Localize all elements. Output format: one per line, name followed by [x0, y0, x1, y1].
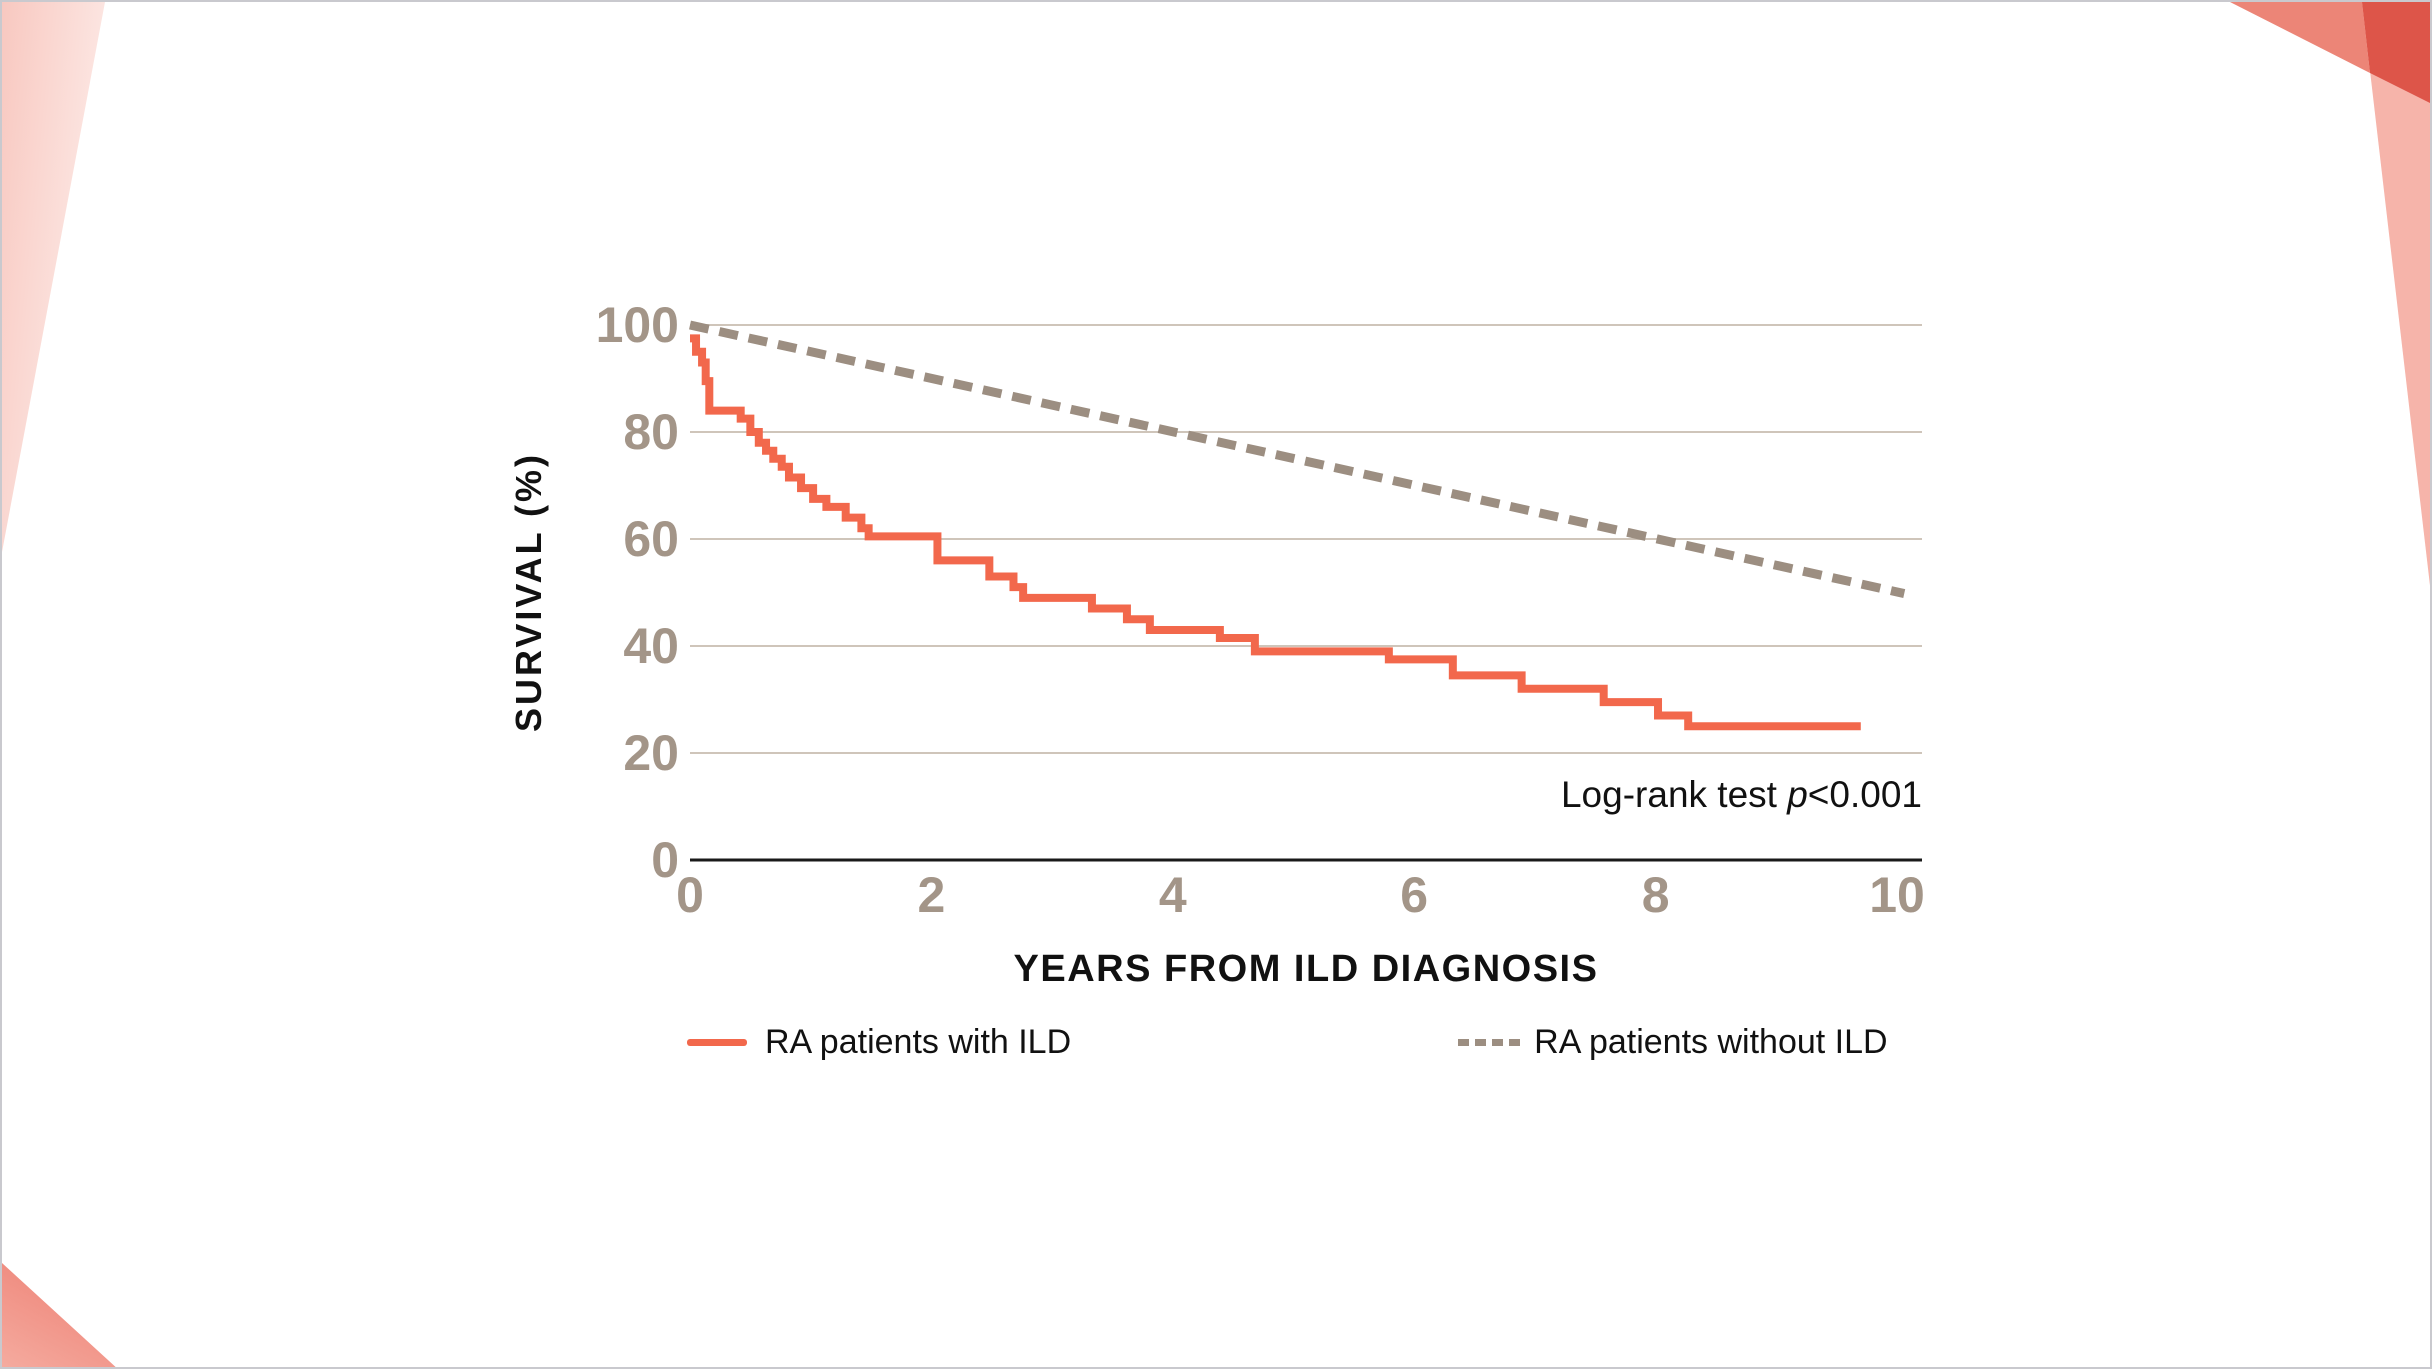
y-tick-label: 100	[595, 297, 679, 353]
legend-label-with-ild: RA patients with ILD	[765, 1022, 1072, 1061]
y-tick-label: 20	[623, 725, 679, 781]
y-tick-label: 40	[623, 618, 679, 674]
x-tick-label: 10	[1869, 867, 1925, 923]
y-tick-label: 60	[623, 511, 679, 567]
series-step-with-ild	[690, 334, 1861, 731]
annotation-prefix: Log-rank test	[1560, 774, 1788, 815]
x-axis-title: YEARS FROM ILD DIAGNOSIS	[1013, 948, 1599, 990]
series-dashed-without-ild	[689, 320, 1906, 598]
x-tick-label: 8	[1641, 867, 1670, 923]
bottom-left-triangle-shape	[2, 1263, 116, 1367]
x-tick-label: 0	[676, 867, 704, 923]
top-right-triangle-shape	[2230, 2, 2370, 73]
y-tick-label: 0	[651, 832, 679, 888]
y-tick-label: 80	[623, 404, 679, 460]
x-tick-label: 6	[1400, 867, 1429, 923]
x-tick-label: 2	[917, 867, 946, 923]
x-tick-label: 4	[1158, 867, 1187, 923]
log-rank-annotation: Log-rank test p<0.001	[1022, 774, 1922, 816]
legend-swatch-solid-line	[687, 1038, 747, 1046]
legend-label-without-ild: RA patients without ILD	[1534, 1022, 1888, 1061]
top-left-wedge-shape	[2, 2, 105, 552]
chart-legend: RA patients with ILD RA patients without…	[687, 1018, 1888, 1066]
y-axis-title: SURVIVAL (%)	[508, 451, 549, 733]
top-right-band-shape	[2362, 2, 2430, 586]
top-right-overlap-shape	[2362, 2, 2430, 103]
annotation-suffix: <0.001	[1807, 774, 1922, 815]
annotation-p-italic: p	[1787, 774, 1808, 815]
legend-swatch-dashed-line	[1458, 1038, 1521, 1046]
